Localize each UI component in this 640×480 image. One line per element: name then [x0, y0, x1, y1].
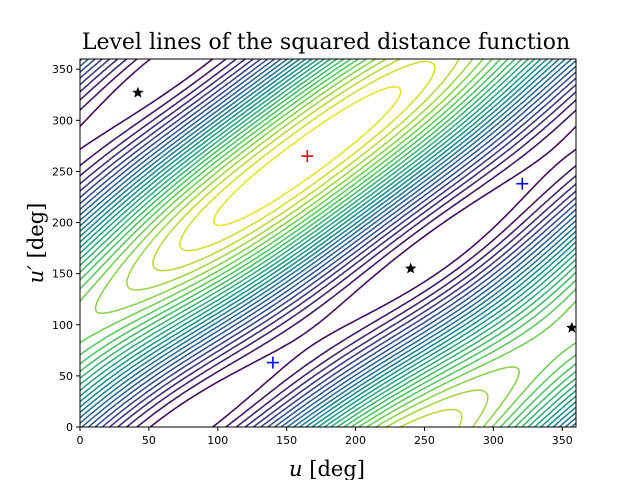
star-marker: [405, 262, 417, 274]
x-tick-label: 0: [77, 434, 84, 447]
contour-level: [213, 85, 402, 227]
x-axis-unit: [deg]: [309, 457, 365, 480]
x-tick-label: 100: [207, 434, 228, 447]
contour-level: [80, 59, 576, 427]
x-tick-label: 350: [552, 434, 573, 447]
y-tick-label: 50: [59, 370, 73, 383]
contour-level: [80, 59, 576, 427]
y-tick-label: 350: [52, 63, 73, 76]
y-tick-label: 200: [52, 217, 73, 230]
y-tick-label: 0: [66, 421, 73, 434]
contour-level: [80, 59, 576, 427]
x-tick-label: 200: [345, 434, 366, 447]
contour-level: [80, 59, 576, 427]
contour-level: [80, 59, 576, 427]
y-tick-label: 100: [52, 319, 73, 332]
contour-level: [152, 59, 463, 427]
contour-level: [179, 60, 436, 252]
plot-frame: [79, 58, 577, 428]
contour-level: [80, 59, 576, 427]
markers-layer: [132, 86, 576, 369]
plus-marker: [516, 177, 529, 190]
contour-level: [80, 59, 576, 427]
chart-title: Level lines of the squared distance func…: [82, 30, 570, 55]
plus-marker: [266, 356, 279, 369]
contour-lines: [80, 59, 576, 427]
y-axis-label: u′ [deg]: [24, 203, 48, 284]
contour-level: [80, 59, 576, 427]
x-tick-label: 250: [414, 434, 435, 447]
x-ticks: 0 50 100 150 200 250 300 350: [77, 427, 573, 447]
star-marker: [566, 321, 576, 333]
contour-level: [80, 59, 576, 427]
x-axis-variable: u: [289, 457, 303, 480]
y-ticks: 0 50 100 150 200 250 300 350: [52, 63, 80, 434]
contour-level: [80, 59, 576, 427]
contour-level: [94, 59, 521, 427]
contour-level: [80, 59, 576, 427]
x-axis-label: u [deg]: [289, 457, 365, 480]
contour-level: [80, 59, 576, 427]
x-tick-label: 150: [276, 434, 297, 447]
x-tick-label: 50: [142, 434, 156, 447]
y-tick-label: 250: [52, 165, 73, 178]
contour-level: [80, 59, 576, 427]
y-axis-variable: u′: [24, 265, 48, 284]
x-tick-label: 300: [483, 434, 504, 447]
y-tick-label: 150: [52, 268, 73, 281]
plus-marker: [301, 150, 314, 163]
y-axis-unit: [deg]: [24, 203, 48, 259]
star-marker: [132, 86, 144, 98]
contour-level: [80, 59, 576, 427]
y-tick-label: 300: [52, 114, 73, 127]
